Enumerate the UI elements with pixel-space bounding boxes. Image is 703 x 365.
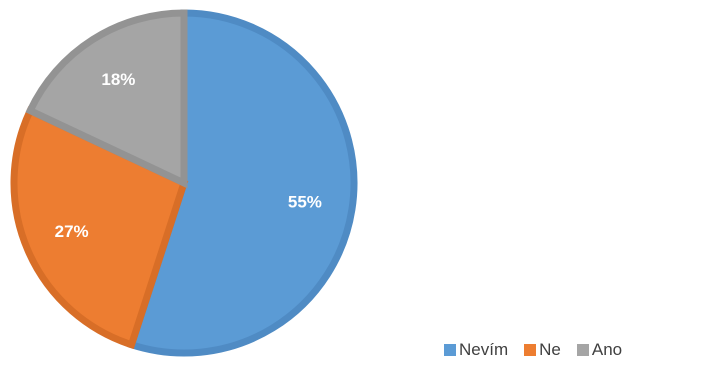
data-label-nevim: 55% — [288, 193, 322, 212]
data-label-ne: 27% — [55, 222, 89, 241]
data-label-ano: 18% — [101, 70, 135, 89]
pie-slice-labels: 55% 27% 18% — [55, 70, 322, 241]
chart-legend: Nevím Ne Ano — [444, 340, 622, 360]
legend-label-ne: Ne — [539, 340, 561, 359]
pie-slices — [10, 9, 358, 357]
legend-item-ano: Ano — [576, 340, 623, 360]
legend-label-nevim: Nevím — [459, 340, 509, 359]
pie-slice-ano — [25, 9, 188, 189]
legend-swatch-ano — [576, 344, 589, 356]
legend-item-nevim: Nevím — [444, 340, 508, 360]
legend-swatch-nevim — [444, 344, 456, 356]
legend-label-ano: Ano — [591, 340, 623, 359]
pie-slice-ne — [10, 105, 189, 350]
legend-item-ne: Ne — [524, 340, 561, 360]
legend-swatch-ne — [524, 344, 537, 356]
